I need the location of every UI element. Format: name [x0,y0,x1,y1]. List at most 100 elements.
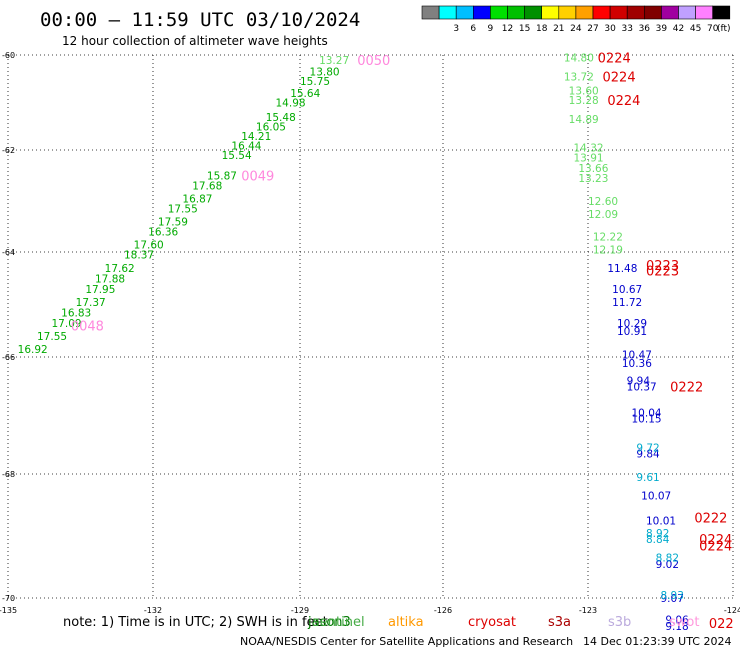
pass-time-label: 0224 [607,94,640,109]
x-tick-label: -135 [0,606,17,615]
y-tick-label: -64 [2,248,15,257]
credit-text: NOAA/NESDIS Center for Satellite Applica… [240,635,573,648]
pass-time-label: 0222 [670,380,703,395]
wave-height-point: 15.87 [207,171,237,183]
wave-height-point: 13.66 [578,163,608,175]
satellite-legend-item: sentinel [313,615,365,630]
color-bin-label: 15 [519,24,530,34]
x-tick-label: -124 [724,606,740,615]
color-bin [438,5,457,20]
wave-height-point: 8.93 [661,590,684,602]
color-bin-label: 39 [656,24,668,34]
x-tick-label: -123 [579,606,597,615]
color-bin [472,5,491,20]
pass-time-label: 0048 [71,320,104,335]
wave-height-point: 9.94 [627,375,651,387]
color-bin [455,5,474,20]
color-bin [661,5,679,20]
wave-height-point: 9.72 [636,443,659,455]
wave-height-point: 16.36 [148,227,178,239]
wave-height-point: 16.83 [61,307,91,319]
wave-height-point: 15.75 [300,76,330,88]
color-bin [678,5,696,20]
wave-height-point: 10.36 [622,358,652,370]
color-bin-label: 33 [621,24,632,34]
wave-height-point: 8.92 [646,528,669,540]
color-bin [524,5,542,20]
wave-height-point: 8.82 [656,553,679,565]
color-bin-label: 30 [604,24,616,34]
satellite-legend-item: cryosat [468,615,516,630]
wave-height-point: 17.55 [37,331,67,343]
color-bin-label: 9 [488,24,494,34]
color-bin [712,5,731,20]
wave-height-point: 13.27 [319,55,349,67]
wave-height-point: 10.37 [627,381,657,393]
wave-height-point: 17.88 [95,273,125,285]
y-tick-label: -70 [2,594,15,603]
pass-time-label: 0224 [603,70,636,85]
wave-height-point: 9.02 [656,559,679,571]
wave-height-point: 13.60 [569,86,599,98]
y-tick-label: -66 [2,353,15,362]
wave-height-point: 14.89 [569,114,599,126]
color-bin [643,5,662,20]
wave-height-point: 9.06 [665,615,689,627]
wave-height-point: 15.54 [222,150,252,162]
satellite-legend-item: s3a [548,615,571,630]
pass-time-label: 0224 [699,539,732,554]
chart-subtitle: 12 hour collection of altimeter wave hei… [62,34,328,48]
wave-height-point: 10.07 [641,491,671,503]
wave-height-point: 17.60 [134,239,164,251]
color-bin [575,5,594,20]
wave-height-point: 14.32 [574,143,604,155]
chart-title: 00:00 – 11:59 UTC 03/10/2024 [40,9,360,31]
wave-height-point: 10.01 [646,516,676,528]
color-bin-label: 70 [707,24,719,34]
wave-height-point: 18.37 [124,250,154,262]
wave-height-point: 12.60 [588,196,618,208]
wave-height-point: 9.61 [636,472,659,484]
wave-height-point: 16.44 [231,140,261,152]
wave-height-point: 13.28 [569,95,599,107]
pass-time-annotations: 0050004900480224022402240223022302220222… [71,51,734,631]
satellite-legend-item: s3b [608,615,631,630]
x-tick-label: -132 [144,606,162,615]
wave-height-point: 14.98 [276,98,306,110]
pass-time-label: 0049 [241,170,274,185]
wave-height-point: 11.48 [607,263,637,275]
y-tick-label: -68 [2,470,15,479]
wave-height-point: 16.92 [18,344,48,356]
color-bin-label: 45 [690,24,701,34]
color-bin-label: 24 [570,24,582,34]
color-bin [541,5,560,20]
wave-height-point: 13.80 [310,67,340,79]
x-tick-label: -129 [291,606,309,615]
wave-height-point: 13.72 [564,71,594,83]
wave-height-point: 14.80 [564,52,594,64]
color-bin-label: 42 [673,24,684,34]
wave-height-point: 15.64 [290,88,320,100]
wave-height-point: 17.62 [105,263,135,275]
timestamp-text: 14 Dec 01:23:39 UTC 2024 [583,635,731,648]
color-bin [490,5,508,20]
wave-height-point: 17.55 [168,204,198,216]
x-tick-label: -126 [434,606,452,615]
wave-height-point: 9.07 [661,593,684,605]
wave-height-point: 8.84 [646,534,670,546]
wave-height-point: 10.47 [622,349,652,361]
pass-time-label: 0223 [646,264,679,279]
wave-height-point: 13.91 [574,153,604,165]
x-axis-ticks: -135 -132 -129 -126 -123 -124 [0,606,740,615]
wave-height-point: 11.72 [612,297,642,309]
wave-height-point: 10.91 [617,326,647,338]
wave-height-point: 10.29 [617,318,647,330]
wave-height-point: 9.84 [636,449,660,461]
color-bin [626,5,645,20]
wave-height-point: 12.22 [593,232,623,244]
footer-note: note: 1) Time is in UTC; 2) SWH is in fe… [63,615,328,630]
wave-height-point: 16.05 [256,121,286,133]
